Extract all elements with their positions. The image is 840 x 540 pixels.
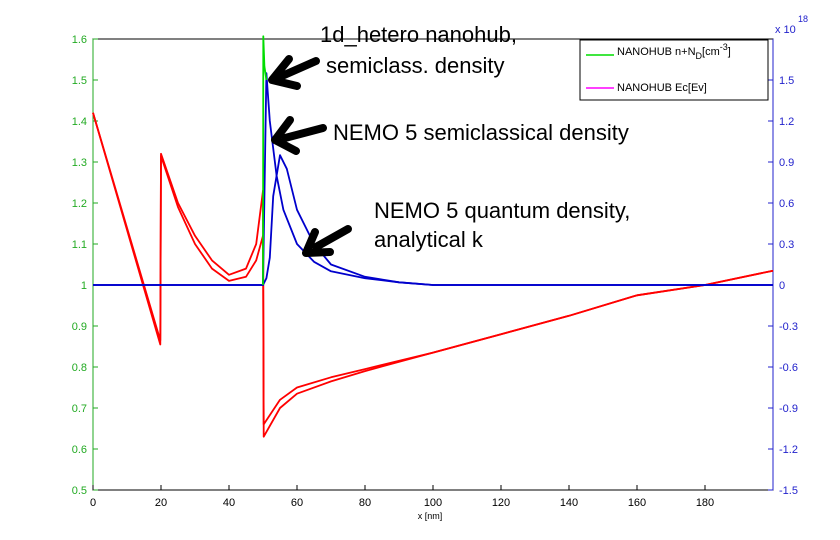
right-tick-label: -1.2 — [779, 444, 798, 456]
right-tick-label: 1.2 — [779, 116, 794, 128]
right-axis-exponent-power: 18 — [798, 14, 808, 24]
legend-label-nanohub-ec: NANOHUB Ec[Ev] — [617, 82, 707, 94]
annotation-nanohub: 1d_hetero nanohub, semiclass. density — [268, 22, 517, 90]
right-tick-label: 0.6 — [779, 198, 794, 210]
legend-label-nanohub-density-sup: -3 — [720, 42, 728, 52]
plot-area — [92, 38, 774, 491]
x-tick-label: 60 — [291, 497, 303, 509]
left-tick-label: 0.5 — [72, 485, 87, 497]
annotation-arrow-nanohub — [278, 57, 320, 80]
legend-label-nanohub-density-sub: D — [696, 51, 703, 61]
annotation-nemo-quantum-line1: NEMO 5 quantum density, — [374, 198, 630, 223]
annotation-arrow-nemo-quantum — [312, 225, 352, 251]
right-tick-label: -1.5 — [779, 485, 798, 497]
legend-label-nanohub-density: NANOHUB n+ND[cm-3] — [617, 42, 731, 61]
right-tick-label: 0.3 — [779, 239, 794, 251]
annotation-arrowhead-nemo-semiclassical — [271, 116, 300, 155]
x-axis-ticks: 0 20 40 60 80 100 120 140 160 180 — [90, 485, 714, 509]
right-tick-label: 1.5 — [779, 75, 794, 87]
annotation-nemo-semiclassical-line1: NEMO 5 semiclassical density — [333, 120, 629, 145]
left-tick-label: 1.4 — [72, 116, 87, 128]
left-tick-label: 0.9 — [72, 321, 87, 333]
annotation-nanohub-line2: semiclass. density — [326, 53, 505, 78]
series-line-1 — [92, 112, 774, 426]
x-tick-label: 120 — [492, 497, 510, 509]
annotation-nemo-quantum-line2: analytical k — [374, 227, 484, 252]
legend: NANOHUB n+ND[cm-3] NANOHUB Ec[Ev] — [579, 39, 769, 101]
left-axis-ticks: 0.5 0.6 0.7 0.8 0.9 1 1.1 1.2 1.3 1.4 1.5 1.6 — [72, 34, 98, 497]
left-tick-label: 1.5 — [72, 75, 87, 87]
annotation-arrowhead-nanohub — [268, 55, 301, 90]
left-tick-label: 1.1 — [72, 239, 87, 251]
legend-label-nanohub-density-main: NANOHUB n+N — [617, 46, 696, 58]
x-axis-label: x [nm] — [418, 511, 443, 521]
annotation-arrow-nemo-semiclassical — [281, 124, 327, 142]
right-tick-label: 0.9 — [779, 157, 794, 169]
right-tick-label: -0.6 — [779, 362, 798, 374]
annotation-arrowhead-nemo-quantum — [302, 228, 334, 257]
right-tick-label: -0.9 — [779, 403, 798, 415]
annotation-nanohub-line1: 1d_hetero nanohub, — [320, 22, 517, 47]
left-tick-label: 1 — [81, 280, 87, 292]
right-tick-label: 0 — [779, 280, 785, 292]
x-tick-label: 40 — [223, 497, 235, 509]
x-tick-label: 160 — [628, 497, 646, 509]
series-group — [92, 35, 774, 438]
x-tick-label: 180 — [696, 497, 714, 509]
legend-box — [579, 39, 769, 101]
x-tick-label: 100 — [424, 497, 442, 509]
left-tick-label: 1.2 — [72, 198, 87, 210]
x-tick-label: 80 — [359, 497, 371, 509]
left-tick-label: 1.3 — [72, 157, 87, 169]
right-tick-label: -0.3 — [779, 321, 798, 333]
annotation-nemo-quantum: NEMO 5 quantum density, analytical k — [302, 198, 630, 257]
series-line-3 — [93, 154, 773, 286]
legend-label-nanohub-density-end: ] — [728, 46, 731, 58]
left-tick-label: 1.6 — [72, 34, 87, 46]
annotation-nemo-semiclassical: NEMO 5 semiclassical density — [271, 116, 629, 155]
series-line-4 — [262, 35, 268, 286]
x-tick-label: 20 — [155, 497, 167, 509]
left-tick-label: 0.7 — [72, 403, 87, 415]
right-axis-exponent-base: x 10 — [775, 24, 796, 36]
right-axis-ticks: -1.5 -1.2 -0.9 -0.6 -0.3 0 0.3 0.6 0.9 1.2 1.5 — [768, 75, 798, 497]
x-tick-label: 0 — [90, 497, 96, 509]
right-axis-exponent: x 10 18 — [775, 14, 808, 36]
left-tick-label: 0.8 — [72, 362, 87, 374]
legend-label-nanohub-density-unit: [cm — [702, 46, 720, 58]
x-tick-label: 140 — [560, 497, 578, 509]
left-tick-label: 0.6 — [72, 444, 87, 456]
